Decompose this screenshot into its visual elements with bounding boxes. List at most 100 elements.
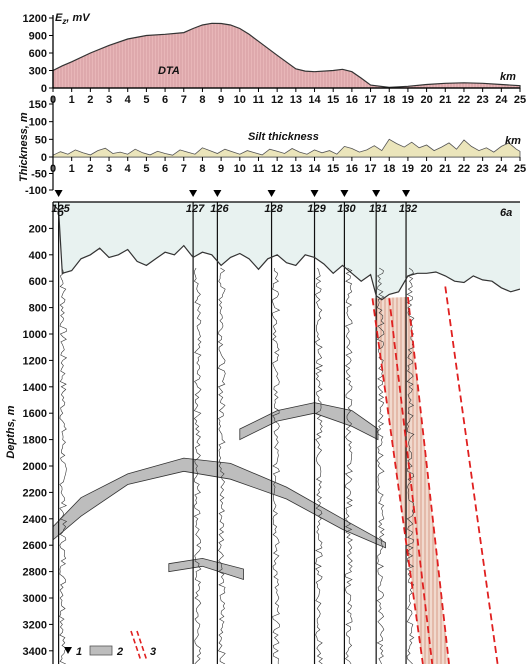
- well-log-trace: [376, 267, 385, 664]
- fault-line: [407, 296, 450, 664]
- silt-xtick-label: 15: [327, 163, 339, 175]
- legend-fault-line: [136, 630, 148, 662]
- depth-tick-label: 2600: [23, 540, 47, 552]
- dta-area: [52, 22, 521, 89]
- km-x-ticks: 0123456789101112131415161718192021222324…: [50, 88, 526, 106]
- dta-xtick-label: 10: [234, 94, 246, 106]
- silt-series-label: Silt thickness: [248, 131, 319, 143]
- well-label: 130: [337, 203, 356, 215]
- silt-xunit: km: [505, 135, 521, 147]
- lens: [53, 457, 386, 549]
- dta-xtick-label: 15: [327, 94, 339, 106]
- silt-xtick-label: 25: [514, 163, 526, 175]
- silt-xtick-label: 22: [458, 163, 470, 175]
- legend-fault-icon: [130, 630, 148, 662]
- dta-xtick-label: 16: [346, 94, 358, 106]
- silt-xtick-label: 17: [364, 163, 376, 175]
- well-markers: 125 127 126 128 129 130 131 132: [51, 190, 417, 215]
- dta-xtick-label: 17: [364, 94, 376, 106]
- dta-xtick-label: 20: [420, 94, 432, 106]
- dta-ylabel-unit: , mV: [65, 12, 91, 24]
- silt-xtick-label: 19: [402, 163, 414, 175]
- depth-ticks: 200 400 600 800 1000 1200 1400 1600 1800 2000 2200…: [23, 223, 53, 658]
- well-marker-icon: [189, 190, 198, 197]
- dta-xtick-label: 5: [143, 94, 149, 106]
- fault-line: [388, 298, 434, 664]
- silt-xtick-label: 8: [199, 163, 205, 175]
- silt-xtick-label: 14: [308, 163, 321, 175]
- section-panel: 125 127 126 128 129 130 131 132 200400600800100…: [5, 190, 520, 664]
- dta-xtick-label: 14: [308, 94, 321, 106]
- depth-tick-label: 400: [29, 250, 47, 262]
- dta-xtick-label: 24: [495, 94, 508, 106]
- silt-xtick-label: 2: [87, 163, 93, 175]
- dta-xtick-label: 2: [87, 94, 93, 106]
- well-marker-icon: [340, 190, 349, 197]
- dta-ytick-label: 900: [29, 31, 47, 43]
- silt-x-ticks: 0 1 2 3 4 5 6 7 8 9 10 11 12 13 14 15 16 17 18 19 20 21 22 23 24…: [50, 157, 526, 175]
- silt-ylabel: Thickness, m: [18, 112, 30, 182]
- lens: [168, 557, 244, 581]
- dta-xtick-label: 7: [181, 94, 187, 106]
- well-label: 126: [210, 203, 229, 215]
- well-log-trace: [272, 267, 281, 664]
- silt-area: [52, 138, 521, 158]
- silt-ytick-label: 100: [29, 117, 47, 129]
- silt-xtick-label: 12: [271, 163, 283, 175]
- depth-tick-label: 1200: [23, 355, 47, 367]
- well-marker-icon: [372, 190, 381, 197]
- depth-tick-label: 2200: [23, 487, 47, 499]
- silt-xtick-label: 16: [346, 163, 358, 175]
- depth-tick-label: 3200: [23, 619, 47, 631]
- well-label: 127: [186, 203, 205, 215]
- silt-ytick-label: 150: [29, 99, 47, 111]
- well-marker-icon: [213, 190, 222, 197]
- dta-panel: 0 300 600 900 1200 Ez, mV DTA km: [23, 12, 521, 95]
- dta-xtick-label: 22: [458, 94, 470, 106]
- well-log-trace: [193, 267, 202, 664]
- dta-ylabel: Ez, mV: [55, 12, 91, 26]
- silt-ytick-label: 50: [35, 134, 47, 146]
- dta-xtick-label: 25: [514, 94, 526, 106]
- depth-tick-label: 1800: [23, 435, 47, 447]
- dta-xtick-label: 3: [106, 94, 112, 106]
- dta-ytick-label: 300: [29, 66, 47, 78]
- depth-ylabel: Depths, m: [5, 405, 17, 458]
- dta-y-ticks: 0 300 600 900 1200: [23, 13, 53, 95]
- legend-label-2: 2: [116, 646, 123, 658]
- depth-tick-label: 200: [29, 223, 47, 235]
- dta-xtick-label: 21: [439, 94, 451, 106]
- well-label: 131: [369, 203, 387, 215]
- section-frame: [53, 202, 520, 664]
- silt-xtick-label: 7: [181, 163, 187, 175]
- dta-ytick-label: 1200: [23, 13, 47, 25]
- silt-xtick-label: 6: [162, 163, 168, 175]
- legend-fault-line: [130, 630, 142, 662]
- silt-panel: 0123456789101112131415161718192021222324…: [18, 88, 526, 197]
- dta-xtick-label: 11: [253, 94, 265, 106]
- depth-tick-label: 3000: [23, 593, 47, 605]
- silt-xtick-label: 24: [495, 163, 508, 175]
- dta-xtick-label: 13: [290, 94, 302, 106]
- dta-xtick-label: 23: [477, 94, 489, 106]
- lens: [239, 402, 379, 441]
- depth-tick-label: 1000: [23, 329, 47, 341]
- seafloor-line: [53, 204, 520, 301]
- silt-xtick-label: 5: [143, 163, 149, 175]
- dta-xtick-label: 9: [218, 94, 224, 106]
- lenses: [53, 402, 386, 581]
- silt-ytick-label: 0: [41, 152, 47, 164]
- well-logs: [58, 202, 415, 664]
- dta-series-label: DTA: [158, 65, 180, 77]
- corner-label-right: 6а: [500, 207, 512, 219]
- fault-line: [371, 298, 424, 664]
- silt-ytick-label: -100: [25, 185, 47, 197]
- well-marker-icon: [54, 190, 63, 197]
- well-marker-icon: [267, 190, 276, 197]
- well-log-trace: [59, 267, 68, 664]
- dta-xtick-label: 4: [125, 94, 132, 106]
- dta-xtick-label: 12: [271, 94, 283, 106]
- dta-ylabel-e: E: [55, 12, 63, 24]
